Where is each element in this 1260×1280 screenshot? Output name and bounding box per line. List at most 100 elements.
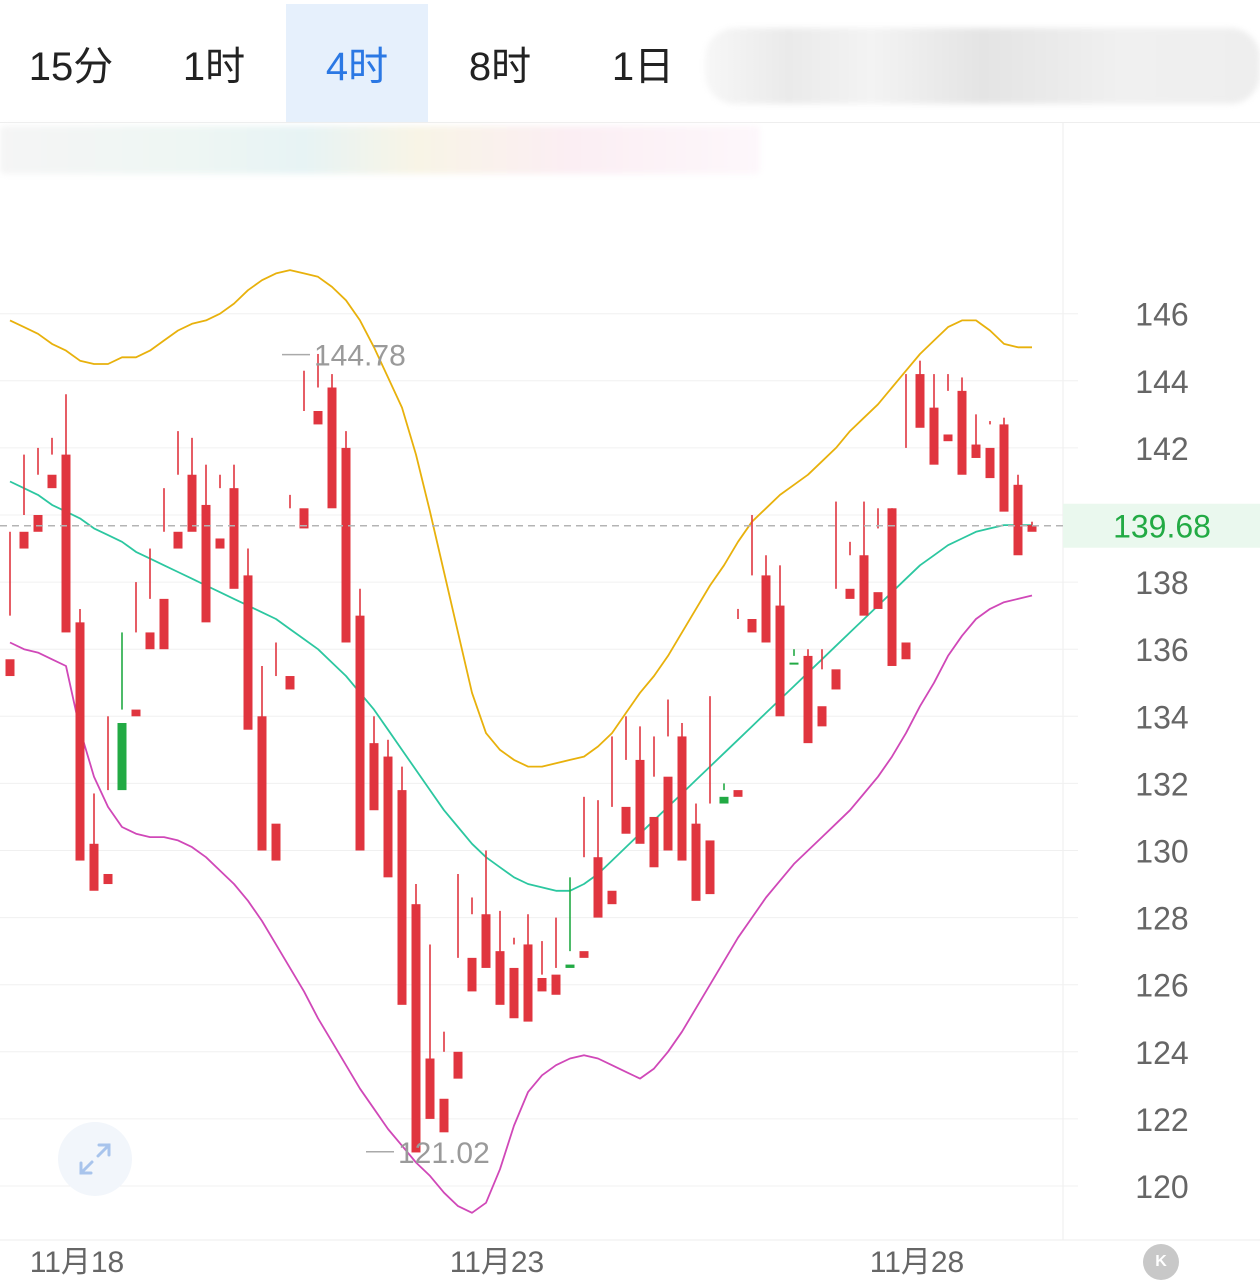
candle-down <box>635 726 645 844</box>
candle-body <box>327 387 337 509</box>
candle-up <box>789 649 799 665</box>
y-tick-label: 136 <box>1135 632 1188 668</box>
candle-body <box>733 790 743 797</box>
candle-body <box>131 709 141 717</box>
candle-down <box>33 447 43 532</box>
candle-body <box>425 1058 435 1119</box>
candle-body <box>201 504 211 623</box>
candle-down <box>47 437 57 489</box>
candle-body <box>397 790 407 1005</box>
candle-down <box>887 508 897 666</box>
candle-down <box>383 739 393 878</box>
candle-down <box>607 736 617 905</box>
candle-down <box>509 937 519 1019</box>
candle-body <box>803 655 813 744</box>
candle-down <box>761 555 771 643</box>
y-tick-label: 124 <box>1135 1035 1188 1071</box>
x-tick-label: 11月23 <box>450 1246 545 1278</box>
candle-up <box>565 877 575 968</box>
candle-down <box>229 464 239 589</box>
candle-down <box>677 723 687 861</box>
current-price-tag <box>1063 503 1260 548</box>
candle-body <box>271 823 281 861</box>
lower-band-line <box>9 594 1033 1214</box>
current-price-label: 139.68 <box>1113 509 1211 545</box>
candle-body <box>33 515 43 532</box>
candle-body <box>481 914 491 968</box>
candle-down <box>313 353 323 425</box>
candle-body <box>509 967 519 1019</box>
candle-down <box>845 541 855 599</box>
tab-label: 15分 <box>28 45 114 89</box>
candle-down <box>397 766 407 1005</box>
candle-body <box>467 957 477 992</box>
candle-body <box>789 662 799 665</box>
obscured-indicator-legend <box>0 126 760 174</box>
candle-down <box>215 474 225 549</box>
candle-down <box>159 488 169 650</box>
y-tick-label: 128 <box>1135 901 1188 937</box>
candle-body <box>285 676 295 690</box>
candle-down <box>271 642 281 861</box>
candle-body <box>579 951 589 958</box>
candle-body <box>75 622 85 861</box>
candle-body <box>915 374 925 428</box>
candle-down <box>467 897 477 992</box>
tab-1day[interactable]: 1日 <box>572 4 714 122</box>
candle-body <box>145 632 155 650</box>
candle-body <box>173 531 183 549</box>
tab-label: 1时 <box>182 45 246 89</box>
grid-lines <box>0 122 1260 1241</box>
candle-down <box>929 374 939 465</box>
candle-body <box>187 474 197 532</box>
candle-body <box>621 806 631 834</box>
candle-body <box>47 474 57 489</box>
candle-down <box>481 850 491 968</box>
candle-down <box>579 796 589 958</box>
candle-body <box>761 575 771 643</box>
candle-body <box>971 444 981 458</box>
candle-body <box>845 588 855 599</box>
candle-down <box>985 421 995 479</box>
candle-body <box>985 447 995 479</box>
tab-15min[interactable]: 15分 <box>0 4 142 122</box>
candle-down <box>873 508 883 609</box>
candle-body <box>355 615 365 851</box>
tab-4hour[interactable]: 4时 <box>286 4 428 122</box>
y-tick-label: 132 <box>1135 766 1188 802</box>
candle-down <box>425 944 435 1119</box>
candle-body <box>103 873 113 885</box>
candle-body <box>943 434 953 442</box>
expand-button[interactable] <box>58 1122 132 1196</box>
y-tick-label: 120 <box>1135 1169 1188 1205</box>
candle-body <box>19 531 29 549</box>
candle-body <box>215 538 225 549</box>
candle-body <box>901 642 911 660</box>
candle-body <box>383 756 393 878</box>
candle-body <box>117 723 127 791</box>
candle-body <box>705 840 715 895</box>
candle-down <box>5 531 15 677</box>
timeframe-tabbar: 15分 1时 4时 8时 1日 <box>0 0 1260 123</box>
tab-label: 1日 <box>611 45 675 89</box>
y-tick-label: 130 <box>1135 834 1188 870</box>
y-tick-label: 146 <box>1135 297 1188 333</box>
candle-body <box>677 736 687 861</box>
candle-down <box>663 699 673 851</box>
tab-1hour[interactable]: 1时 <box>143 4 285 122</box>
candle-body <box>565 964 575 968</box>
candle-down <box>1013 474 1023 556</box>
candle-down <box>453 873 463 1079</box>
candle-down <box>523 914 533 1022</box>
candle-down <box>145 548 155 650</box>
tab-8hour[interactable]: 8时 <box>429 4 571 122</box>
candlestick-chart[interactable]: 146144142138136134132130128126124122120 … <box>0 122 1260 1278</box>
x-tick-label: 11月18 <box>30 1246 125 1278</box>
candle-body <box>859 555 869 616</box>
candle-down <box>439 1031 449 1133</box>
candle-body <box>89 843 99 891</box>
k-icon[interactable]: K <box>1143 1244 1179 1280</box>
candle-body <box>775 605 785 717</box>
candle-up <box>719 783 729 804</box>
candle-down <box>327 374 337 509</box>
